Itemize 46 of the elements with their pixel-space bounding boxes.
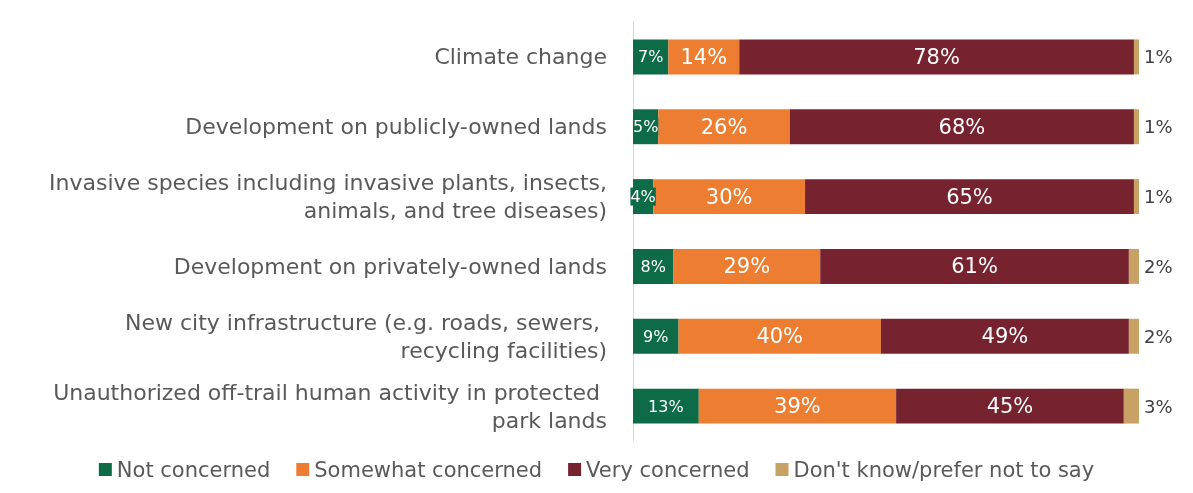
data-label: 49% — [981, 324, 1029, 349]
data-label: 29% — [723, 254, 771, 279]
data-label: 26% — [700, 114, 748, 139]
legend-label: Somewhat concerned — [314, 457, 543, 482]
data-label: 7% — [638, 47, 664, 67]
legend-label: Don't know/prefer not to say — [793, 457, 1095, 482]
data-label: 61% — [951, 254, 998, 279]
data-label: 3% — [1144, 395, 1173, 417]
y-tick-label: Development on privately-owned lands — [173, 253, 607, 279]
data-label: 68% — [938, 114, 986, 139]
bar — [805, 179, 1134, 215]
data-label: 2% — [1144, 255, 1173, 277]
data-label: 45% — [986, 394, 1034, 419]
data-label: 78% — [913, 44, 960, 69]
data-label: 30% — [705, 184, 753, 209]
y-tick-label: New city infrastructure (e.g. roads, sewers, recycling facilities) — [125, 309, 607, 363]
bar — [820, 248, 1129, 284]
bar — [1128, 248, 1139, 284]
data-label: 39% — [774, 394, 821, 419]
data-label: 14% — [680, 44, 728, 69]
bar — [1133, 179, 1139, 215]
data-label: 1% — [1144, 116, 1173, 138]
data-label: 8% — [640, 256, 666, 276]
bar — [789, 109, 1134, 145]
bar — [896, 388, 1124, 424]
data-label: 1% — [1144, 186, 1173, 208]
bar — [880, 318, 1129, 354]
legend-label: Very concerned — [586, 457, 750, 482]
bar — [739, 39, 1134, 75]
data-label: 40% — [756, 324, 804, 349]
y-tick-label: Invasive species including invasive plants, insects, animals, and tree diseases) — [49, 170, 607, 224]
data-label: 9% — [643, 326, 669, 346]
data-label: 2% — [1144, 325, 1173, 347]
bar — [1123, 388, 1139, 424]
data-label: 5% — [632, 117, 659, 137]
data-label: 65% — [946, 184, 993, 209]
legend-label: Not concerned — [116, 457, 271, 482]
y-tick-label: Development on publicly-owned lands — [185, 114, 607, 140]
data-label: 4% — [630, 187, 656, 207]
y-tick-label: Unauthorized off-trail human activity in protected park lands — [53, 379, 607, 433]
bar — [1128, 318, 1139, 354]
bar — [1133, 109, 1139, 145]
data-label: 1% — [1144, 46, 1173, 68]
y-tick-label: Climate change — [434, 44, 607, 70]
data-label: 13% — [648, 396, 684, 416]
bar — [1133, 39, 1139, 75]
